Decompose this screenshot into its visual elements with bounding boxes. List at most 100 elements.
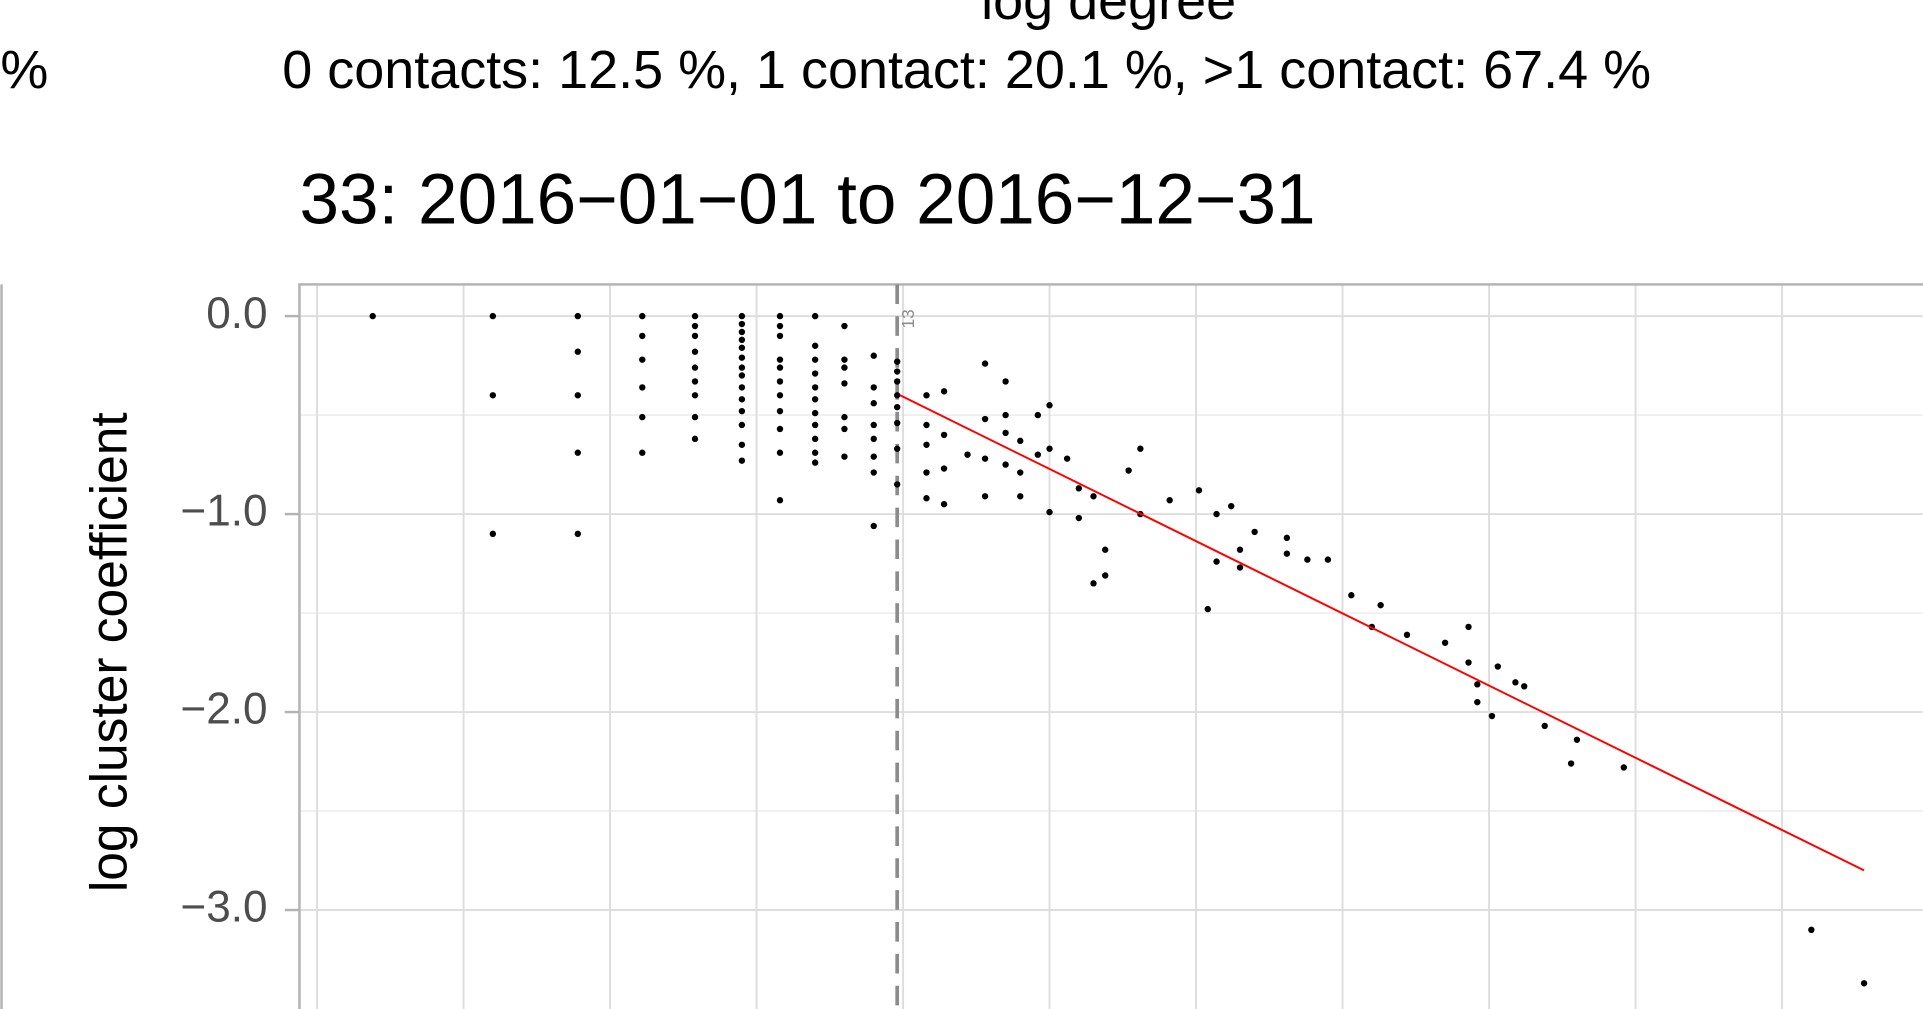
y-tick-label: −1.0 [180,487,267,536]
point [1017,493,1024,500]
point [738,384,746,391]
point [1324,556,1332,563]
point [1034,451,1042,458]
point [489,392,497,399]
fit-line [899,394,1865,872]
point [1137,445,1144,452]
point [870,522,877,530]
point [940,465,948,472]
point [870,453,877,460]
point [738,344,746,351]
point [639,449,646,456]
point [923,495,930,502]
point [981,455,989,462]
point [738,372,746,379]
point [1860,980,1868,987]
point [811,449,819,456]
point [841,356,848,363]
point [981,493,989,500]
point [738,457,746,464]
point [870,384,877,391]
point [841,380,848,387]
top-label: log degree [981,0,1236,31]
point [691,413,699,421]
point [1063,455,1071,462]
point [1808,926,1815,933]
point [1567,760,1575,767]
point [811,409,819,417]
point [639,312,646,320]
point [893,481,901,488]
point [841,425,848,433]
point [893,392,901,399]
point [893,445,901,452]
point [1474,681,1481,688]
point [1403,631,1411,639]
point [1488,712,1496,720]
point [738,396,746,403]
point [691,392,699,399]
point [1213,558,1220,565]
point [1494,663,1502,670]
point [1166,497,1173,504]
point [1620,764,1628,771]
point [1102,546,1109,553]
point [940,388,948,395]
point [776,425,784,433]
point [776,392,784,399]
point [639,384,646,391]
point [776,407,784,415]
point [691,364,699,371]
point [1228,502,1235,510]
point [1002,378,1009,385]
point [870,421,877,429]
point [893,368,901,375]
point [811,459,819,466]
point [940,500,948,508]
point [1002,429,1009,437]
point [1213,510,1220,518]
point [691,435,699,443]
point [1046,508,1053,516]
point [776,364,784,371]
point [639,356,646,363]
point [841,322,848,330]
point [1304,556,1311,563]
point [738,312,746,320]
y-axis-label: log cluster coefficient [80,412,138,892]
point [738,364,746,371]
point [1046,402,1053,409]
point [1195,487,1203,494]
point [574,530,581,538]
point [691,312,699,320]
point [1283,534,1291,542]
point [1251,528,1258,536]
point [1377,601,1384,609]
point [1090,580,1097,587]
point [893,403,901,411]
point [1521,683,1528,690]
point [369,312,376,320]
point [776,449,784,456]
point [1204,605,1211,613]
point [738,421,746,429]
point [893,419,901,427]
point [776,497,784,504]
point [811,435,819,443]
point [738,320,746,328]
point [574,449,581,456]
point [923,441,930,448]
point [489,312,497,320]
subtitle: 0 contacts: 12.5 %, 1 contact: 20.1 %, >… [282,40,1651,100]
point [811,356,819,363]
point [811,384,819,391]
point [574,348,581,355]
point [639,332,646,340]
point [1512,679,1519,686]
point [776,322,784,330]
point [738,354,746,361]
point [776,378,784,385]
point [738,407,746,415]
